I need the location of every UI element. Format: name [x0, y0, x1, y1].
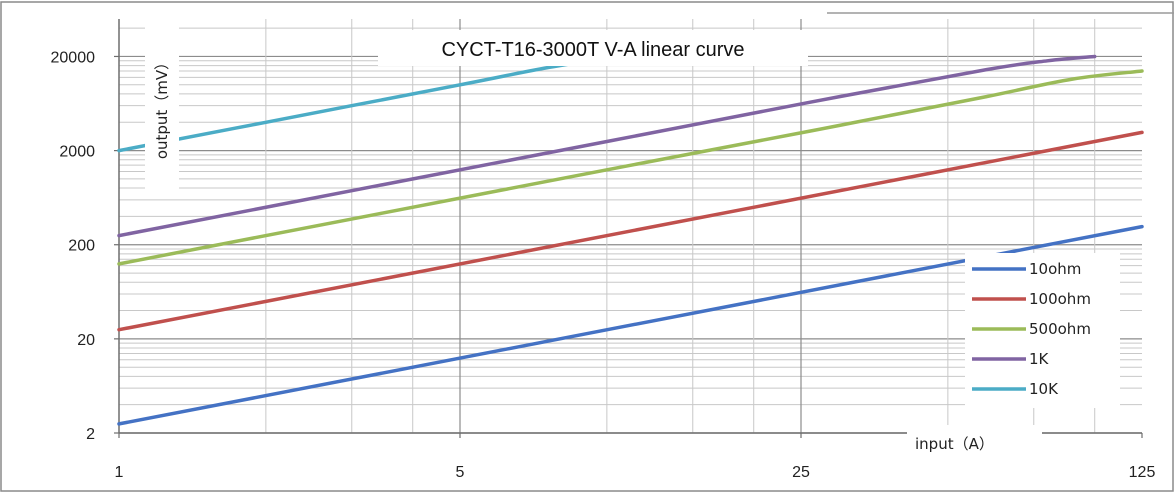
- y-tick-label: 20: [77, 332, 95, 349]
- ylabel-background: [145, 23, 179, 191]
- xlabel-background: [907, 425, 1042, 463]
- chart-title: CYCT-T16-3000T V-A linear curve: [441, 39, 744, 61]
- legend-label: 100ohm: [1029, 290, 1091, 308]
- legend-label: 10K: [1029, 380, 1059, 398]
- series-line-10ohm: [117, 224, 1144, 426]
- x-tick-label: 25: [792, 464, 810, 481]
- x-tick-label: 5: [456, 464, 465, 481]
- legend-label: 500ohm: [1029, 320, 1091, 338]
- x-axis-label: input（A）: [915, 435, 994, 453]
- y-axis-label: output（mV）: [153, 55, 171, 159]
- y-tick-label: 200: [68, 238, 95, 255]
- x-tick-label: 125: [1129, 464, 1156, 481]
- series-line-500ohm: [117, 69, 1144, 266]
- legend: 10ohm 100ohm 500ohm 1K 10K: [965, 253, 1120, 408]
- series-line-100ohm: [117, 130, 1144, 332]
- legend-label: 10ohm: [1029, 260, 1081, 278]
- title-background: [378, 30, 808, 66]
- y-tick-label: 2000: [59, 144, 95, 161]
- y-tick-label: 20000: [51, 49, 96, 66]
- legend-label: 1K: [1029, 350, 1050, 368]
- series-line-1k: [117, 54, 1097, 238]
- y-tick-label: 2: [86, 426, 95, 443]
- x-tick-label: 1: [115, 464, 124, 481]
